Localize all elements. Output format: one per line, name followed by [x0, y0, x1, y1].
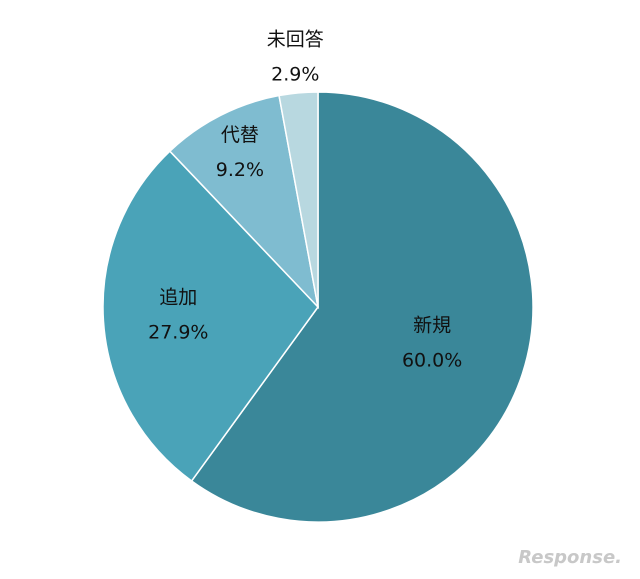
- slice-name: 追加: [159, 287, 197, 309]
- slice-value: 9.2%: [216, 159, 264, 181]
- slice-name: 新規: [413, 315, 451, 337]
- slice-name: 未回答: [267, 29, 324, 51]
- pie-slice: [102, 150, 319, 482]
- pie-slice: [190, 91, 534, 523]
- slice-name: 代替: [221, 124, 259, 146]
- pie-slice: [278, 91, 319, 308]
- pie-slice: [168, 94, 320, 310]
- slice-value: 27.9%: [148, 322, 208, 344]
- slice-value: 2.9%: [271, 64, 319, 86]
- slice-value: 60.0%: [402, 350, 462, 372]
- watermark: Response.: [518, 547, 622, 568]
